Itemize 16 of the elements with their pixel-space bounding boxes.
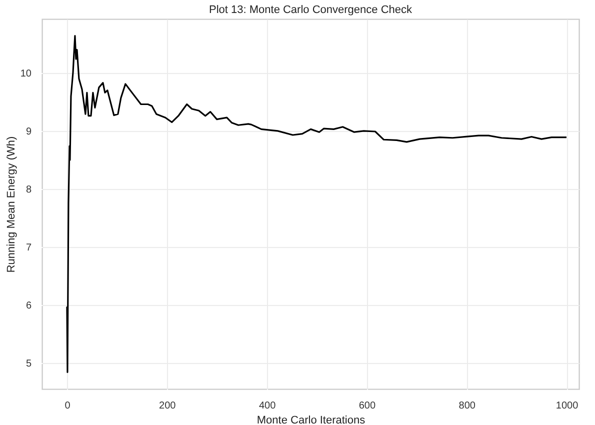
x-tick-label: 0	[64, 400, 71, 412]
x-tick-label: 1000	[556, 400, 579, 412]
y-axis-title: Running Mean Energy (Wh)	[5, 136, 18, 273]
chart-title: Plot 13: Monte Carlo Convergence Check	[209, 4, 412, 16]
y-tick-label: 9	[26, 126, 32, 138]
line-series	[66, 35, 568, 373]
y-tick-label: 10	[20, 68, 32, 80]
x-tick-label: 800	[458, 400, 476, 412]
x-tick-label: 600	[358, 400, 376, 412]
y-tick-label: 7	[26, 242, 32, 254]
x-axis-title: Monte Carlo Iterations	[256, 414, 366, 425]
x-tick-label: 400	[258, 400, 276, 412]
y-tick-label: 5	[26, 358, 32, 370]
y-tick-label: 8	[26, 184, 32, 196]
y-tick-label: 6	[26, 300, 32, 312]
x-tick-label: 200	[159, 400, 176, 412]
